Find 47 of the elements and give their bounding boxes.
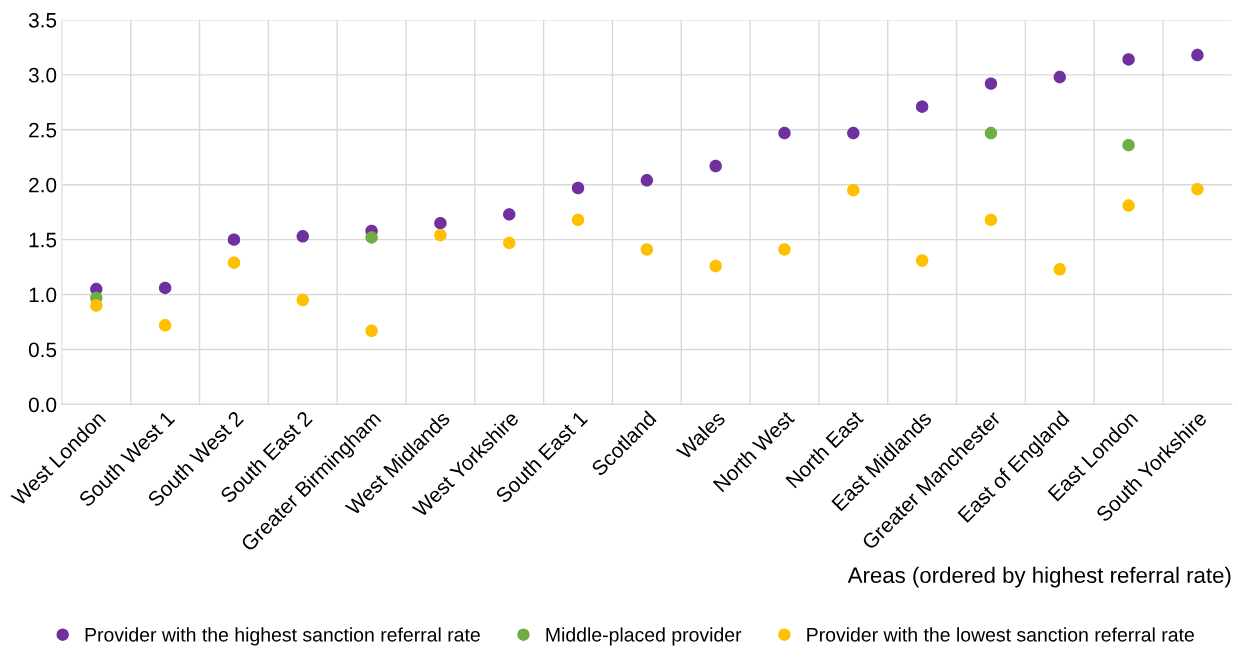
- point: [640, 243, 654, 256]
- point: [227, 233, 241, 246]
- point: [1053, 70, 1066, 84]
- point: [90, 299, 103, 312]
- point: [984, 213, 998, 227]
- point: [1053, 263, 1066, 276]
- y-tick-label: 2.0: [29, 177, 57, 193]
- point: [915, 254, 929, 267]
- legend-label: Provider with the highest sanction referral rate: [85, 627, 480, 646]
- point: [365, 231, 378, 244]
- point: [778, 126, 791, 140]
- point: [709, 159, 722, 173]
- point: [503, 236, 516, 250]
- point: [984, 77, 998, 90]
- point: [1122, 138, 1135, 152]
- point: [434, 216, 447, 230]
- point: [434, 229, 447, 242]
- point: [1191, 48, 1204, 62]
- point: [296, 293, 309, 307]
- point: [503, 208, 516, 221]
- point: [1191, 182, 1204, 196]
- point: [778, 243, 791, 256]
- point: [709, 259, 722, 273]
- point: [571, 213, 585, 227]
- y-tick-label: 0.5: [28, 342, 57, 358]
- point: [158, 319, 172, 332]
- point: [984, 126, 998, 140]
- point: [640, 174, 654, 187]
- point: [847, 126, 860, 140]
- y-tick-label: 2.5: [29, 122, 57, 138]
- point: [1122, 53, 1135, 66]
- point: [1122, 199, 1135, 212]
- y-tick-label: 1.0: [29, 287, 57, 303]
- point: [571, 181, 585, 195]
- x-axis-title: Areas (ordered by highest referral rate): [847, 566, 1231, 588]
- legend-label: Middle-placed provider: [546, 627, 742, 646]
- legend-label: Provider with the lowest sanction referral rate: [807, 627, 1194, 642]
- y-tick-label: 3.5: [28, 12, 57, 28]
- y-tick-label: 3.0: [28, 67, 57, 83]
- point: [365, 324, 378, 338]
- y-tick-label: 0.0: [28, 397, 57, 413]
- point: [158, 281, 172, 295]
- point: [847, 183, 860, 197]
- point: [296, 230, 309, 243]
- point: [915, 100, 929, 113]
- point: [227, 256, 241, 269]
- y-tick-label: 1.5: [29, 232, 57, 248]
